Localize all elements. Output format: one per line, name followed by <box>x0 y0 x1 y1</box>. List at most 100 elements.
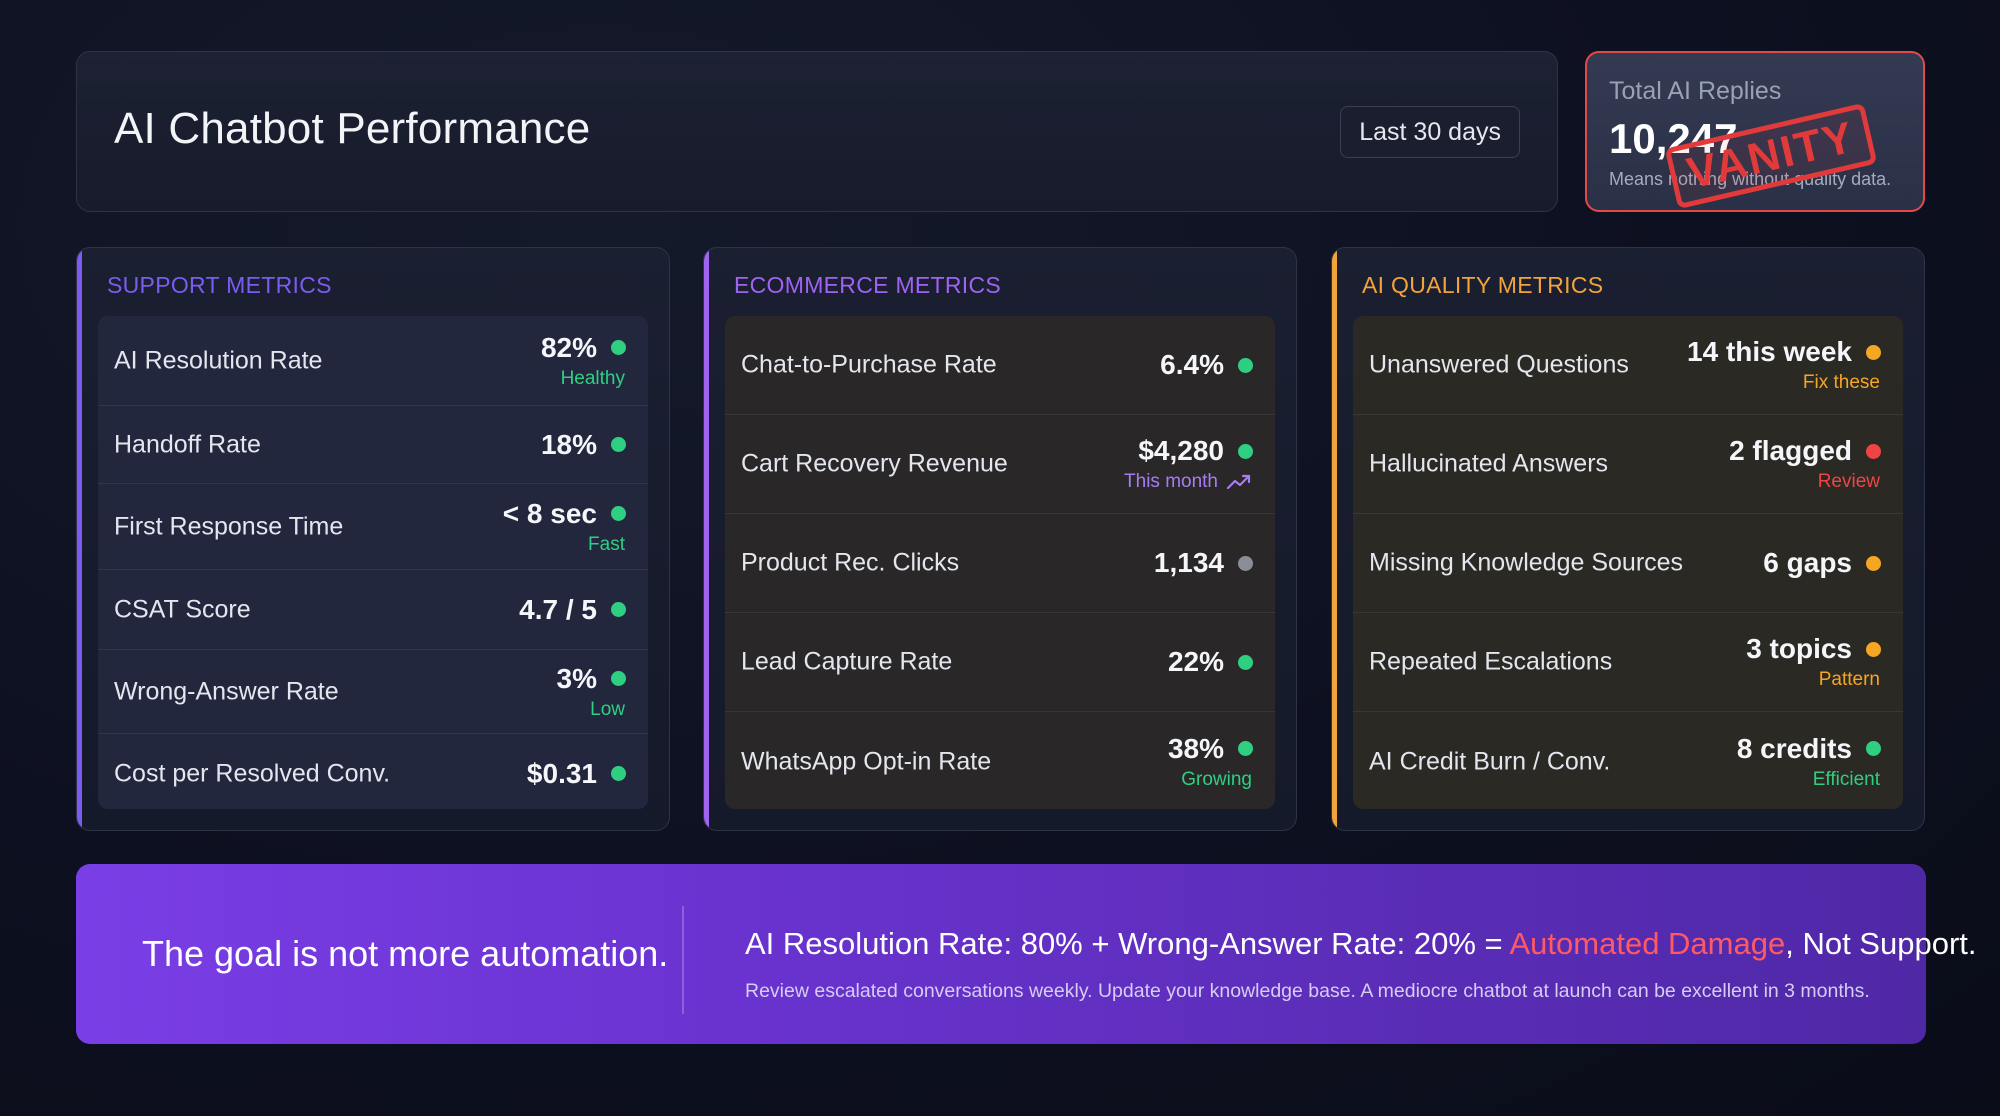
total-replies-value: 10,247 <box>1609 115 1738 162</box>
metric-value-group: 6.4% <box>1160 349 1253 381</box>
metric-value-line: 1,134 <box>1154 547 1253 579</box>
metric-label: Cost per Resolved Conv. <box>114 759 391 787</box>
metric-value-line: 6.4% <box>1160 349 1253 381</box>
page-title: AI Chatbot Performance <box>114 104 591 153</box>
metric-label: WhatsApp Opt-in Rate <box>741 747 992 775</box>
metric-subtext-label: Fast <box>588 533 625 555</box>
status-dot-green <box>1238 357 1253 373</box>
status-dot-orange <box>1866 344 1881 360</box>
metric-row: Lead Capture Rate 22% <box>725 613 1275 712</box>
metric-list: AI Resolution Rate 82% Healthy Handoff Rate… <box>98 316 648 809</box>
metric-value: 22% <box>1167 646 1224 677</box>
status-dot-red <box>1866 443 1881 459</box>
metric-value: 82% <box>540 331 597 363</box>
metric-row: Hallucinated Answers 2 flagged Review <box>1353 415 1903 514</box>
metric-subtext-label: Low <box>590 698 625 720</box>
metric-value-line: 4.7 / 5 <box>519 594 626 626</box>
metric-value: $0.31 <box>526 757 597 789</box>
metric-label: Unanswered Questions <box>1369 350 1629 379</box>
metric-list: Unanswered Questions 14 this week Fix thes… <box>1353 316 1903 809</box>
card-accent-bar <box>1332 248 1337 830</box>
metric-value: 4.7 / 5 <box>519 593 597 625</box>
metric-label: Hallucinated Answers <box>1369 449 1609 478</box>
metric-label: First Response Time <box>114 512 344 540</box>
metric-value-group: 8 credits Efficient <box>1737 733 1881 791</box>
metric-value-line: 8 credits <box>1737 733 1881 765</box>
metric-value-group: 18% <box>541 429 626 461</box>
metric-value-group: 3% Low <box>557 663 626 721</box>
metric-subtext: Efficient <box>1737 769 1881 791</box>
metric-value-line: 6 gaps <box>1763 547 1881 579</box>
banner-note: Review escalated conversations weekly. U… <box>745 980 1870 1002</box>
metric-row: Cart Recovery Revenue $4,280 This month <box>725 415 1275 514</box>
metric-row: WhatsApp Opt-in Rate 38% Growing <box>725 712 1275 809</box>
metric-subtext-label: This month <box>1124 471 1218 492</box>
metric-value: 8 credits <box>1736 732 1852 764</box>
metric-value: $4,280 <box>1138 435 1224 466</box>
total-replies-card: Total AI Replies 10,247 Means nothing wi… <box>1585 51 1925 212</box>
metric-value-line: 2 flagged <box>1729 435 1881 467</box>
metric-subtext: Pattern <box>1746 669 1881 691</box>
metric-value-line: 3 topics <box>1746 633 1881 665</box>
metric-value-group: 38% Growing <box>1168 733 1253 791</box>
metric-value-group: 2 flagged Review <box>1729 435 1881 493</box>
metric-value: 3% <box>556 662 597 694</box>
metric-value-group: 14 this week Fix these <box>1687 336 1881 394</box>
formula-prefix: AI Resolution Rate: 80% + Wrong-Answer R… <box>745 926 1510 961</box>
metric-value-line: $0.31 <box>527 758 626 790</box>
metric-value-group: 82% Healthy <box>541 332 626 390</box>
metric-subtext: Low <box>557 699 626 721</box>
metric-row: Unanswered Questions 14 this week Fix thes… <box>1353 316 1903 415</box>
metric-subtext-label: Growing <box>1181 768 1252 790</box>
metric-value-line: $4,280 <box>1124 435 1253 467</box>
formula-highlight: Automated Damage <box>1509 926 1786 961</box>
metric-value: 6.4% <box>1160 349 1224 380</box>
metric-row: Wrong-Answer Rate 3% Low <box>98 650 648 734</box>
metric-subtext: Fix these <box>1687 372 1881 394</box>
metric-subtext: Healthy <box>541 368 626 390</box>
metric-row: AI Credit Burn / Conv. 8 credits Efficient <box>1353 712 1903 809</box>
metric-value: 2 flagged <box>1729 435 1852 466</box>
status-dot-orange <box>1866 555 1881 571</box>
ecommerce-metrics-card: ECOMMERCE METRICS Chat-to-Purchase Rate 6… <box>703 247 1297 831</box>
status-dot-gray <box>1238 555 1253 571</box>
metric-value: 1,134 <box>1153 547 1224 578</box>
metric-value-line: 22% <box>1168 646 1253 678</box>
metric-label: Wrong-Answer Rate <box>114 677 339 705</box>
metric-subtext: This month <box>1124 471 1253 493</box>
metric-subtext: Growing <box>1168 769 1253 791</box>
date-range-button[interactable]: Last 30 days <box>1340 106 1520 158</box>
metric-label: Repeated Escalations <box>1369 647 1613 676</box>
metric-value: < 8 sec <box>502 497 597 529</box>
metric-value: 38% <box>1167 732 1224 764</box>
metric-value: 6 gaps <box>1763 547 1852 578</box>
metric-row: CSAT Score 4.7 / 5 <box>98 570 648 650</box>
ai-quality-metrics-card: AI QUALITY METRICS Unanswered Questions 1… <box>1331 247 1925 831</box>
metric-value-group: < 8 sec Fast <box>503 498 626 556</box>
card-accent-bar <box>77 248 82 830</box>
metric-value: 18% <box>540 428 597 460</box>
banner-formula: AI Resolution Rate: 80% + Wrong-Answer R… <box>745 926 1977 962</box>
metric-label: Chat-to-Purchase Rate <box>741 350 997 379</box>
status-dot-green <box>611 602 626 617</box>
metric-value-group: $4,280 This month <box>1124 435 1253 493</box>
status-dot-green <box>1238 654 1253 670</box>
metric-label: CSAT Score <box>114 595 251 623</box>
status-dot-green <box>611 766 626 781</box>
metric-value-line: 14 this week <box>1687 336 1881 368</box>
metric-row: Cost per Resolved Conv. $0.31 <box>98 734 648 809</box>
metric-value: 14 this week <box>1687 336 1852 367</box>
banner-divider <box>682 906 684 1014</box>
status-dot-orange <box>1866 641 1881 657</box>
support-metrics-card: SUPPORT METRICS AI Resolution Rate 82% Hea… <box>76 247 670 831</box>
metric-value-line: 18% <box>541 429 626 461</box>
metric-value-line: 3% <box>557 663 626 695</box>
total-replies-title: Total AI Replies <box>1609 77 1782 105</box>
status-dot-green <box>611 437 626 452</box>
metric-value-line: 38% <box>1168 733 1253 765</box>
metric-row: Repeated Escalations 3 topics Pattern <box>1353 613 1903 712</box>
card-title: ECOMMERCE METRICS <box>734 272 1002 298</box>
metric-value-line: 82% <box>541 332 626 364</box>
metric-subtext-label: Pattern <box>1818 669 1880 690</box>
total-replies-subtitle: Means nothing without quality data. <box>1609 169 1892 189</box>
